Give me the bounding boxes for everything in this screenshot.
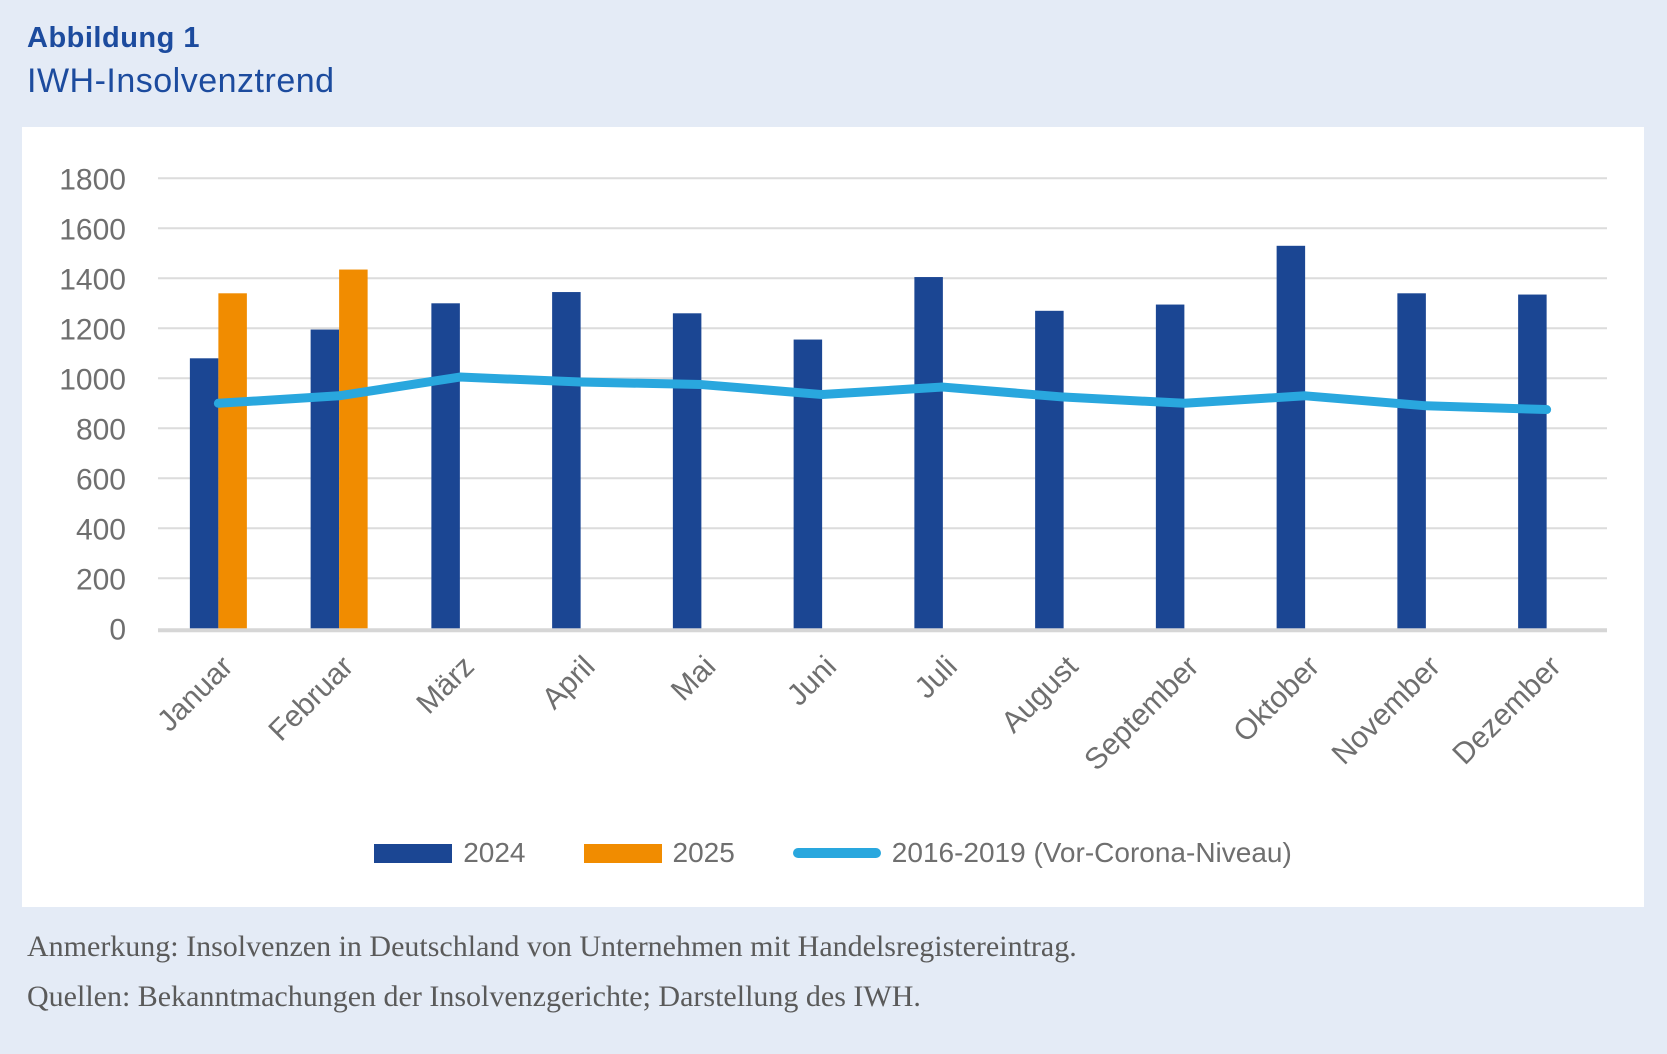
figure-label: Abbildung 1 bbox=[27, 22, 201, 54]
x-tick-mai: Mai bbox=[665, 650, 723, 708]
chart-notes: Anmerkung: Insolvenzen in Deutschland vo… bbox=[27, 922, 1077, 1022]
x-tick-september: September bbox=[1078, 650, 1205, 777]
bar-2024-januar bbox=[189, 358, 219, 629]
x-tick-märz: März bbox=[410, 650, 480, 720]
note-quellen: Quellen: Bekanntmachungen der Insolvenzg… bbox=[27, 980, 921, 1013]
bar-2024-mai bbox=[672, 313, 702, 629]
legend-label-2025: 2025 bbox=[672, 837, 735, 868]
chart-title: IWH-Insolvenztrend bbox=[27, 62, 335, 101]
bar-2024-april bbox=[552, 292, 581, 629]
x-tick-dezember: Dezember bbox=[1446, 650, 1567, 771]
note-anmerkung: Anmerkung: Insolvenzen in Deutschland vo… bbox=[27, 930, 1077, 963]
y-tick-1600: 1600 bbox=[59, 213, 126, 246]
legend-swatch-2024 bbox=[374, 843, 453, 863]
bar-2024-november bbox=[1397, 293, 1426, 629]
legend-item-2025: 2025 bbox=[583, 837, 735, 869]
y-tick-0: 0 bbox=[109, 613, 126, 646]
x-tick-juni: Juni bbox=[781, 650, 843, 712]
legend-label-vor-corona: 2016-2019 (Vor-Corona-Niveau) bbox=[891, 837, 1292, 868]
bar-2024-august bbox=[1035, 310, 1064, 629]
legend-line-swatch-vor-corona bbox=[792, 848, 881, 858]
bar-2024-oktober bbox=[1276, 245, 1306, 629]
x-tick-april: April bbox=[536, 650, 602, 716]
title-block: Abbildung 1 IWH-Insolvenztrend bbox=[27, 20, 335, 103]
x-tick-oktober: Oktober bbox=[1227, 650, 1326, 749]
bar-2024-juni bbox=[793, 339, 823, 629]
insolvency-bar-line-chart: 0 200 400 600 800 1000 1200 1400 1600 1800 Januar F… bbox=[59, 163, 1607, 777]
x-tick-februar: Februar bbox=[262, 650, 360, 748]
bar-2024-februar bbox=[310, 329, 340, 629]
x-tick-november: November bbox=[1326, 650, 1447, 771]
legend-swatch-2025 bbox=[583, 843, 662, 863]
chart-legend: 2024 2025 2016-2019 (Vor-Corona-Niveau) bbox=[22, 831, 1644, 875]
y-tick-200: 200 bbox=[76, 563, 126, 596]
x-tick-januar: Januar bbox=[151, 650, 239, 738]
y-tick-1800: 1800 bbox=[59, 163, 126, 196]
bar-2024-september bbox=[1155, 304, 1185, 629]
line-2016-2019 bbox=[213, 372, 1552, 415]
legend-item-2024: 2024 bbox=[374, 837, 526, 869]
y-tick-1200: 1200 bbox=[59, 313, 126, 346]
bar-2025-januar bbox=[218, 293, 247, 629]
y-tick-800: 800 bbox=[76, 413, 126, 446]
legend-label-2024: 2024 bbox=[463, 837, 526, 868]
x-tick-august: August bbox=[995, 649, 1085, 739]
y-tick-400: 400 bbox=[76, 513, 126, 546]
bar-2025-februar bbox=[339, 269, 368, 629]
bar-2024-märz bbox=[431, 303, 460, 629]
bar-2024-dezember bbox=[1518, 294, 1547, 629]
y-tick-1400: 1400 bbox=[59, 263, 126, 296]
bar-2024-juli bbox=[914, 277, 943, 629]
y-tick-600: 600 bbox=[76, 463, 126, 496]
x-tick-juli: Juli bbox=[909, 650, 964, 705]
chart-panel: 0 200 400 600 800 1000 1200 1400 1600 1800 Januar F… bbox=[22, 127, 1644, 907]
legend-item-vor-corona: 2016-2019 (Vor-Corona-Niveau) bbox=[792, 837, 1292, 869]
y-tick-1000: 1000 bbox=[59, 363, 126, 396]
